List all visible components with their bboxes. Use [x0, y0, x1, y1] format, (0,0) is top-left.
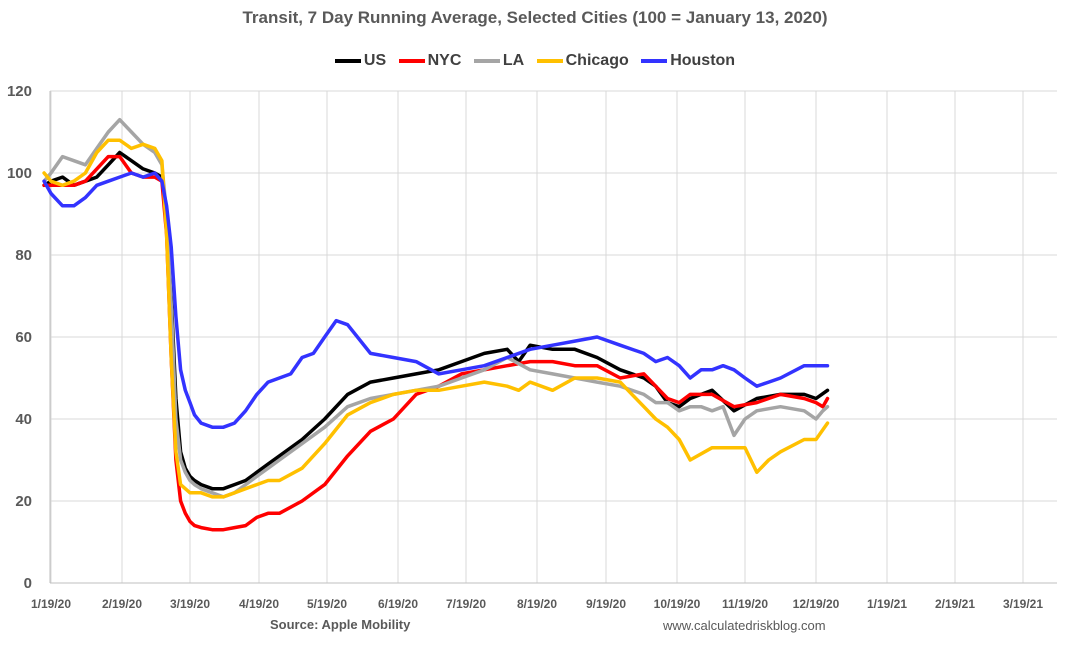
- legend-item-nyc: NYC: [398, 52, 462, 70]
- x-tick-label: 3/19/21: [1003, 597, 1043, 611]
- x-tick-label: 10/19/20: [654, 597, 701, 611]
- legend-item-la: LA: [473, 52, 525, 70]
- legend-label-la: LA: [502, 52, 525, 69]
- x-tick-label: 7/19/20: [446, 597, 486, 611]
- legend-label-us: US: [363, 52, 387, 69]
- legend-item-chicago: Chicago: [536, 52, 629, 70]
- x-tick-label: 4/19/20: [239, 597, 279, 611]
- series-line-la: [42, 117, 830, 499]
- x-tick-label: 8/19/20: [517, 597, 557, 611]
- x-tick-label: 6/19/20: [378, 597, 418, 611]
- y-tick-label: 60: [15, 329, 32, 346]
- y-tick-label: 80: [15, 247, 32, 264]
- legend-item-us: US: [334, 52, 387, 70]
- x-tick-label: 2/19/20: [102, 597, 142, 611]
- series-line-houston: [42, 171, 830, 429]
- y-tick-label: 120: [7, 83, 32, 100]
- legend-swatch-nyc: [398, 58, 425, 63]
- source-note: Source: Apple Mobility: [270, 617, 411, 632]
- legend-item-houston: Houston: [641, 52, 735, 70]
- legend-label-nyc: NYC: [427, 52, 462, 69]
- series-line-us: [42, 150, 830, 491]
- chart-title: Transit, 7 Day Running Average, Selected…: [242, 8, 828, 27]
- x-tick-label: 2/19/21: [935, 597, 975, 611]
- series-line-nyc: [42, 154, 830, 532]
- x-tick-label: 11/19/20: [722, 597, 768, 611]
- x-tick-label: 1/19/20: [31, 597, 71, 611]
- x-tick-label: 5/19/20: [307, 597, 347, 611]
- x-tick-label: 12/19/20: [793, 597, 840, 611]
- website-note: www.calculatedriskblog.com: [663, 618, 826, 633]
- x-tick-label: 1/19/21: [867, 597, 907, 611]
- x-tick-label: 3/19/20: [170, 597, 210, 611]
- legend-swatch-us: [334, 58, 361, 63]
- legend-swatch-chicago: [536, 58, 563, 63]
- y-tick-label: 40: [15, 411, 32, 428]
- y-tick-label: 20: [15, 493, 32, 510]
- y-tick-label: 0: [24, 575, 32, 592]
- legend: US NYC LA Chicago Houston: [0, 52, 1070, 70]
- series-line-chicago: [42, 138, 830, 499]
- legend-label-chicago: Chicago: [565, 52, 629, 69]
- y-tick-label: 100: [7, 165, 32, 182]
- legend-swatch-la: [473, 58, 500, 63]
- legend-label-houston: Houston: [670, 52, 736, 69]
- x-tick-label: 9/19/20: [586, 597, 626, 611]
- legend-swatch-houston: [641, 58, 668, 63]
